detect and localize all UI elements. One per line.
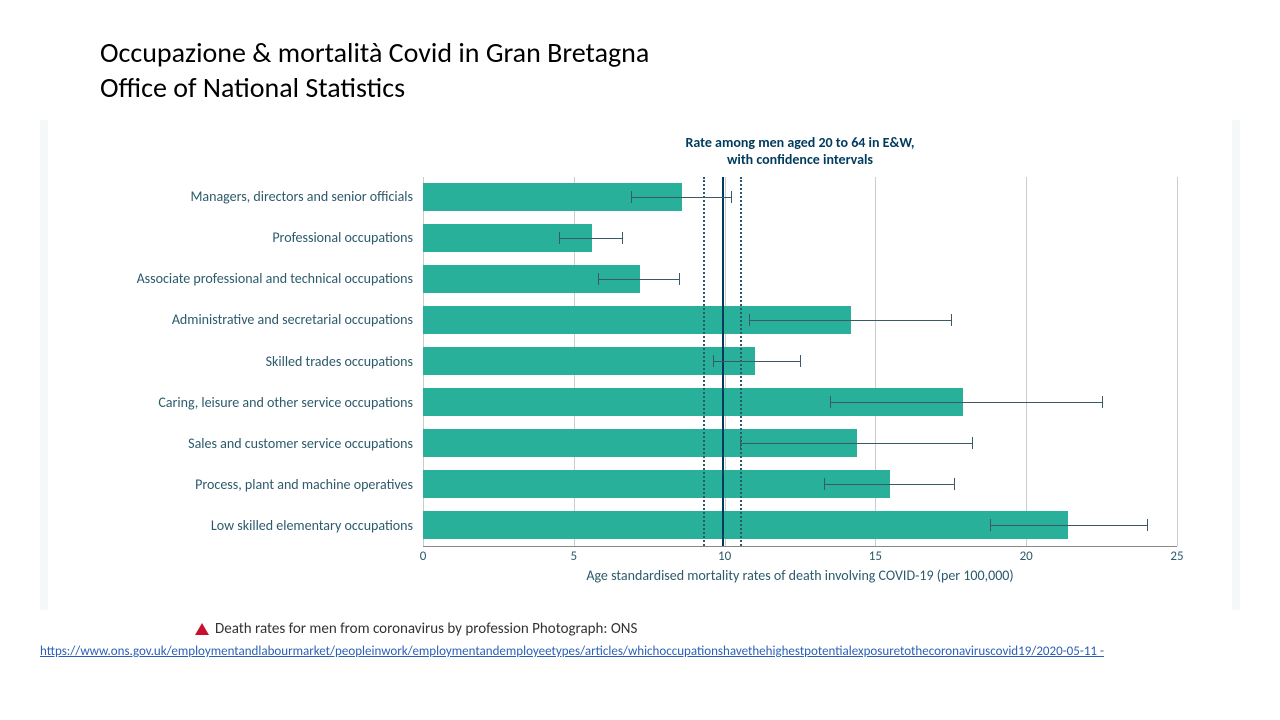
triangle-icon bbox=[195, 623, 209, 635]
error-bar bbox=[598, 279, 679, 280]
x-tick: 10 bbox=[718, 549, 731, 564]
error-cap-high bbox=[731, 191, 732, 203]
error-cap-high bbox=[622, 232, 623, 244]
chart-inner: Rate among men aged 20 to 64 in E&W, wit… bbox=[48, 120, 1232, 610]
error-bar bbox=[830, 402, 1101, 403]
error-bar bbox=[559, 238, 622, 239]
category-label: Skilled trades occupations bbox=[103, 341, 423, 382]
y-axis-labels: Managers, directors and senior officials… bbox=[103, 177, 423, 547]
plot-area: Managers, directors and senior officials… bbox=[103, 177, 1177, 547]
bar bbox=[423, 511, 1068, 540]
x-axis: 0510152025 Age standardised mortality ra… bbox=[423, 547, 1177, 587]
x-axis-label: Age standardised mortality rates of deat… bbox=[423, 567, 1177, 584]
error-cap-low bbox=[559, 232, 560, 244]
slide: Occupazione & mortalità Covid in Gran Br… bbox=[0, 0, 1280, 720]
error-cap-low bbox=[990, 519, 991, 531]
error-bar bbox=[713, 361, 800, 362]
reference-ci-low bbox=[703, 177, 705, 546]
title-line-1: Occupazione & mortalità Covid in Gran Br… bbox=[100, 35, 1280, 70]
x-tick: 5 bbox=[571, 549, 578, 564]
gridline bbox=[1177, 177, 1178, 546]
chart-title-line2: with confidence intervals bbox=[727, 151, 873, 168]
error-cap-low bbox=[824, 478, 825, 490]
bars-stack bbox=[423, 177, 1177, 546]
category-label: Administrative and secretarial occupatio… bbox=[103, 300, 423, 341]
bar-row bbox=[423, 218, 1177, 259]
bar-row bbox=[423, 382, 1177, 423]
bar-row bbox=[423, 505, 1177, 546]
error-cap-low bbox=[749, 314, 750, 326]
error-bar bbox=[740, 443, 972, 444]
category-label: Managers, directors and senior officials bbox=[103, 177, 423, 218]
page-title: Occupazione & mortalità Covid in Gran Br… bbox=[0, 35, 1280, 105]
error-cap-high bbox=[800, 355, 801, 367]
category-label: Professional occupations bbox=[103, 218, 423, 259]
bar-row bbox=[423, 464, 1177, 505]
category-label: Low skilled elementary occupations bbox=[103, 505, 423, 546]
bar-row bbox=[423, 423, 1177, 464]
error-cap-low bbox=[830, 396, 831, 408]
error-cap-high bbox=[972, 437, 973, 449]
error-cap-high bbox=[1102, 396, 1103, 408]
error-cap-high bbox=[954, 478, 955, 490]
category-label: Caring, leisure and other service occupa… bbox=[103, 382, 423, 423]
error-cap-low bbox=[631, 191, 632, 203]
x-tick: 25 bbox=[1170, 549, 1183, 564]
title-line-2: Office of National Statistics bbox=[100, 70, 1280, 105]
x-tick: 20 bbox=[1020, 549, 1033, 564]
chart-title-line1: Rate among men aged 20 to 64 in E&W, bbox=[686, 134, 915, 151]
bar-row bbox=[423, 259, 1177, 300]
error-cap-low bbox=[598, 273, 599, 285]
error-cap-low bbox=[713, 355, 714, 367]
bar-row bbox=[423, 177, 1177, 218]
bars-region bbox=[423, 177, 1177, 547]
caption-text: Death rates for men from coronavirus by … bbox=[215, 620, 637, 638]
error-cap-high bbox=[679, 273, 680, 285]
error-cap-high bbox=[951, 314, 952, 326]
error-bar bbox=[990, 525, 1147, 526]
source-url[interactable]: https://www.ons.gov.uk/employmentandlabo… bbox=[40, 644, 1280, 660]
x-tick: 0 bbox=[420, 549, 427, 564]
category-label: Associate professional and technical occ… bbox=[103, 259, 423, 300]
chart-title: Rate among men aged 20 to 64 in E&W, wit… bbox=[423, 135, 1177, 169]
category-label: Sales and customer service occupations bbox=[103, 423, 423, 464]
category-label: Process, plant and machine operatives bbox=[103, 464, 423, 505]
bar bbox=[423, 470, 890, 499]
error-bar bbox=[749, 320, 951, 321]
error-bar bbox=[631, 197, 731, 198]
chart-container: Rate among men aged 20 to 64 in E&W, wit… bbox=[40, 120, 1240, 610]
chart-caption: Death rates for men from coronavirus by … bbox=[195, 620, 1280, 638]
x-ticks: 0510152025 bbox=[423, 547, 1177, 565]
x-tick: 15 bbox=[869, 549, 882, 564]
bar-row bbox=[423, 341, 1177, 382]
error-bar bbox=[824, 484, 954, 485]
error-cap-low bbox=[740, 437, 741, 449]
bar-row bbox=[423, 300, 1177, 341]
error-cap-high bbox=[1147, 519, 1148, 531]
